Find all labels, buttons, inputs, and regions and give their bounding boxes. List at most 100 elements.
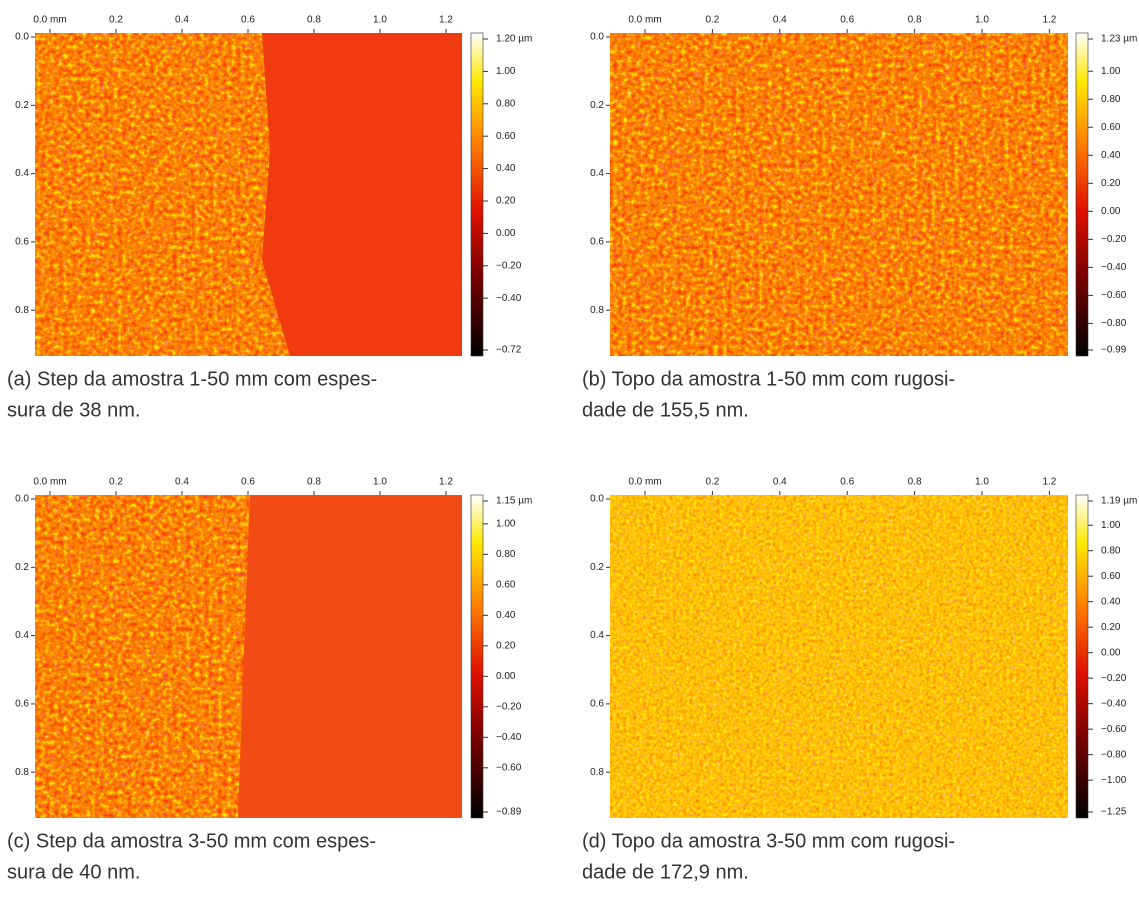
- colorbar-tick-label: −0.40: [496, 293, 522, 304]
- y-tick-label: 0.8: [590, 767, 604, 778]
- colorbar-tick-label: −0.40: [1101, 698, 1127, 709]
- colorbar-tick-label: 0.20: [1101, 178, 1121, 189]
- colorbar-tick-label: −0.40: [496, 732, 522, 743]
- x-tick-label: 0.6: [840, 477, 854, 488]
- colorbar: [1076, 33, 1088, 356]
- colorbar-tick-label: 1.23 µm: [1101, 34, 1137, 45]
- x-tick-label: 0.2: [109, 15, 123, 26]
- colorbar-tick-label: −0.72: [496, 345, 522, 356]
- y-tick-label: 0.2: [590, 100, 604, 111]
- colorbar: [471, 33, 483, 356]
- colorbar-tick-label: 0.20: [496, 196, 516, 207]
- x-tick-label: 0.4: [773, 477, 787, 488]
- y-tick-label: 0.8: [15, 305, 29, 316]
- figure: 0.0 mm 0.2 0.4 0.6 0.8 1.0 1.2 0.0 0.2 0.4 0.6 0.8 1…: [0, 0, 1139, 906]
- colorbar-tick-label: 0.00: [496, 671, 516, 682]
- x-tick-label: 1.0: [975, 477, 989, 488]
- x-tick-label: 0.4: [175, 15, 189, 26]
- afm-image-d: [610, 495, 1068, 818]
- x-tick-label: 0.8: [908, 477, 922, 488]
- x-tick-label: 0.6: [241, 477, 255, 488]
- x-tick-label: 0.0 mm: [33, 15, 66, 26]
- colorbar-tick-label: 1.00: [496, 519, 516, 530]
- colorbar-tick-label: −0.99: [1101, 345, 1127, 356]
- colorbar-tick-label: 0.40: [1101, 150, 1121, 161]
- x-tick-label: 0.0 mm: [628, 15, 661, 26]
- colorbar-tick-label: 0.20: [496, 640, 516, 651]
- x-tick-label: 0.4: [773, 15, 787, 26]
- colorbar-tick-label: −0.60: [1101, 724, 1127, 735]
- caption: dade de 172,9 nm.: [582, 861, 749, 883]
- y-tick-label: 0.0: [590, 32, 604, 43]
- y-tick-label: 0.2: [15, 100, 29, 111]
- y-tick-label: 0.0: [590, 494, 604, 505]
- colorbar-tick-label: −0.20: [496, 260, 522, 271]
- colorbar-tick-label: −0.20: [1101, 234, 1127, 245]
- colorbar-tick-label: −0.20: [496, 701, 522, 712]
- y-tick-label: 0.2: [590, 562, 604, 573]
- colorbar-tick-label: −0.89: [496, 807, 522, 818]
- colorbar-tick-label: −0.80: [1101, 318, 1127, 329]
- caption: (c) Step da amostra 3-50 mm com espes-: [7, 830, 376, 852]
- x-tick-label: 0.4: [175, 477, 189, 488]
- colorbar-tick-label: 0.40: [496, 610, 516, 621]
- colorbar-tick-label: −0.40: [1101, 262, 1127, 273]
- colorbar-tick-label: 0.80: [1101, 94, 1121, 105]
- afm-image-c: [35, 495, 462, 818]
- x-tick-label: 0.2: [705, 15, 719, 26]
- x-tick-label: 0.8: [307, 477, 321, 488]
- colorbar-tick-label: 0.80: [496, 98, 516, 109]
- caption: dade de 155,5 nm.: [582, 399, 749, 421]
- colorbar-tick-label: 0.60: [496, 579, 516, 590]
- colorbar-tick-label: 0.40: [496, 163, 516, 174]
- caption: (a) Step da amostra 1-50 mm com espes-: [7, 368, 377, 390]
- colorbar: [1076, 495, 1088, 818]
- colorbar-tick-label: 1.00: [496, 66, 516, 77]
- y-tick-label: 0.4: [590, 630, 604, 641]
- x-tick-label: 1.2: [439, 477, 453, 488]
- colorbar-tick-label: 0.00: [496, 228, 516, 239]
- colorbar-tick-label: 0.40: [1101, 596, 1121, 607]
- caption: (d) Topo da amostra 3-50 mm com rugosi-: [582, 830, 955, 852]
- caption: sura de 40 nm.: [7, 861, 140, 883]
- colorbar-tick-label: 0.60: [496, 131, 516, 142]
- x-tick-label: 1.2: [1042, 15, 1056, 26]
- y-tick-label: 0.4: [590, 168, 604, 179]
- x-tick-label: 0.0 mm: [628, 477, 661, 488]
- colorbar-tick-label: 1.00: [1101, 520, 1121, 531]
- x-tick-label: 1.2: [1042, 477, 1056, 488]
- colorbar-tick-label: 0.80: [496, 549, 516, 560]
- colorbar-tick-label: 1.15 µm: [496, 496, 532, 507]
- x-tick-label: 0.2: [705, 477, 719, 488]
- x-tick-label: 1.2: [439, 15, 453, 26]
- y-tick-label: 0.2: [15, 562, 29, 573]
- colorbar-tick-label: 1.00: [1101, 66, 1121, 77]
- colorbar-tick-label: 0.60: [1101, 122, 1121, 133]
- y-tick-label: 0.4: [15, 630, 29, 641]
- y-tick-label: 0.0: [15, 494, 29, 505]
- colorbar-tick-label: 1.20 µm: [496, 34, 532, 45]
- y-tick-label: 0.6: [15, 699, 29, 710]
- y-tick-label: 0.6: [590, 699, 604, 710]
- x-tick-label: 0.2: [109, 477, 123, 488]
- caption: sura de 38 nm.: [7, 399, 140, 421]
- x-tick-label: 1.0: [373, 15, 387, 26]
- afm-image-a: [35, 33, 462, 356]
- caption: (b) Topo da amostra 1-50 mm com rugosi-: [582, 368, 955, 390]
- colorbar: [471, 495, 483, 818]
- colorbar-tick-label: 0.00: [1101, 206, 1121, 217]
- x-tick-label: 1.0: [373, 477, 387, 488]
- colorbar-tick-label: 0.60: [1101, 571, 1121, 582]
- colorbar-tick-label: −0.60: [1101, 290, 1127, 301]
- x-tick-label: 0.6: [840, 15, 854, 26]
- colorbar-tick-label: −0.60: [496, 762, 522, 773]
- x-tick-label: 0.8: [307, 15, 321, 26]
- y-tick-label: 0.8: [15, 767, 29, 778]
- y-tick-label: 0.6: [590, 237, 604, 248]
- colorbar-tick-label: 0.80: [1101, 545, 1121, 556]
- colorbar-tick-label: −1.00: [1101, 775, 1127, 786]
- x-tick-label: 0.8: [908, 15, 922, 26]
- y-tick-label: 0.4: [15, 168, 29, 179]
- x-tick-label: 0.0 mm: [33, 477, 66, 488]
- x-tick-label: 0.6: [241, 15, 255, 26]
